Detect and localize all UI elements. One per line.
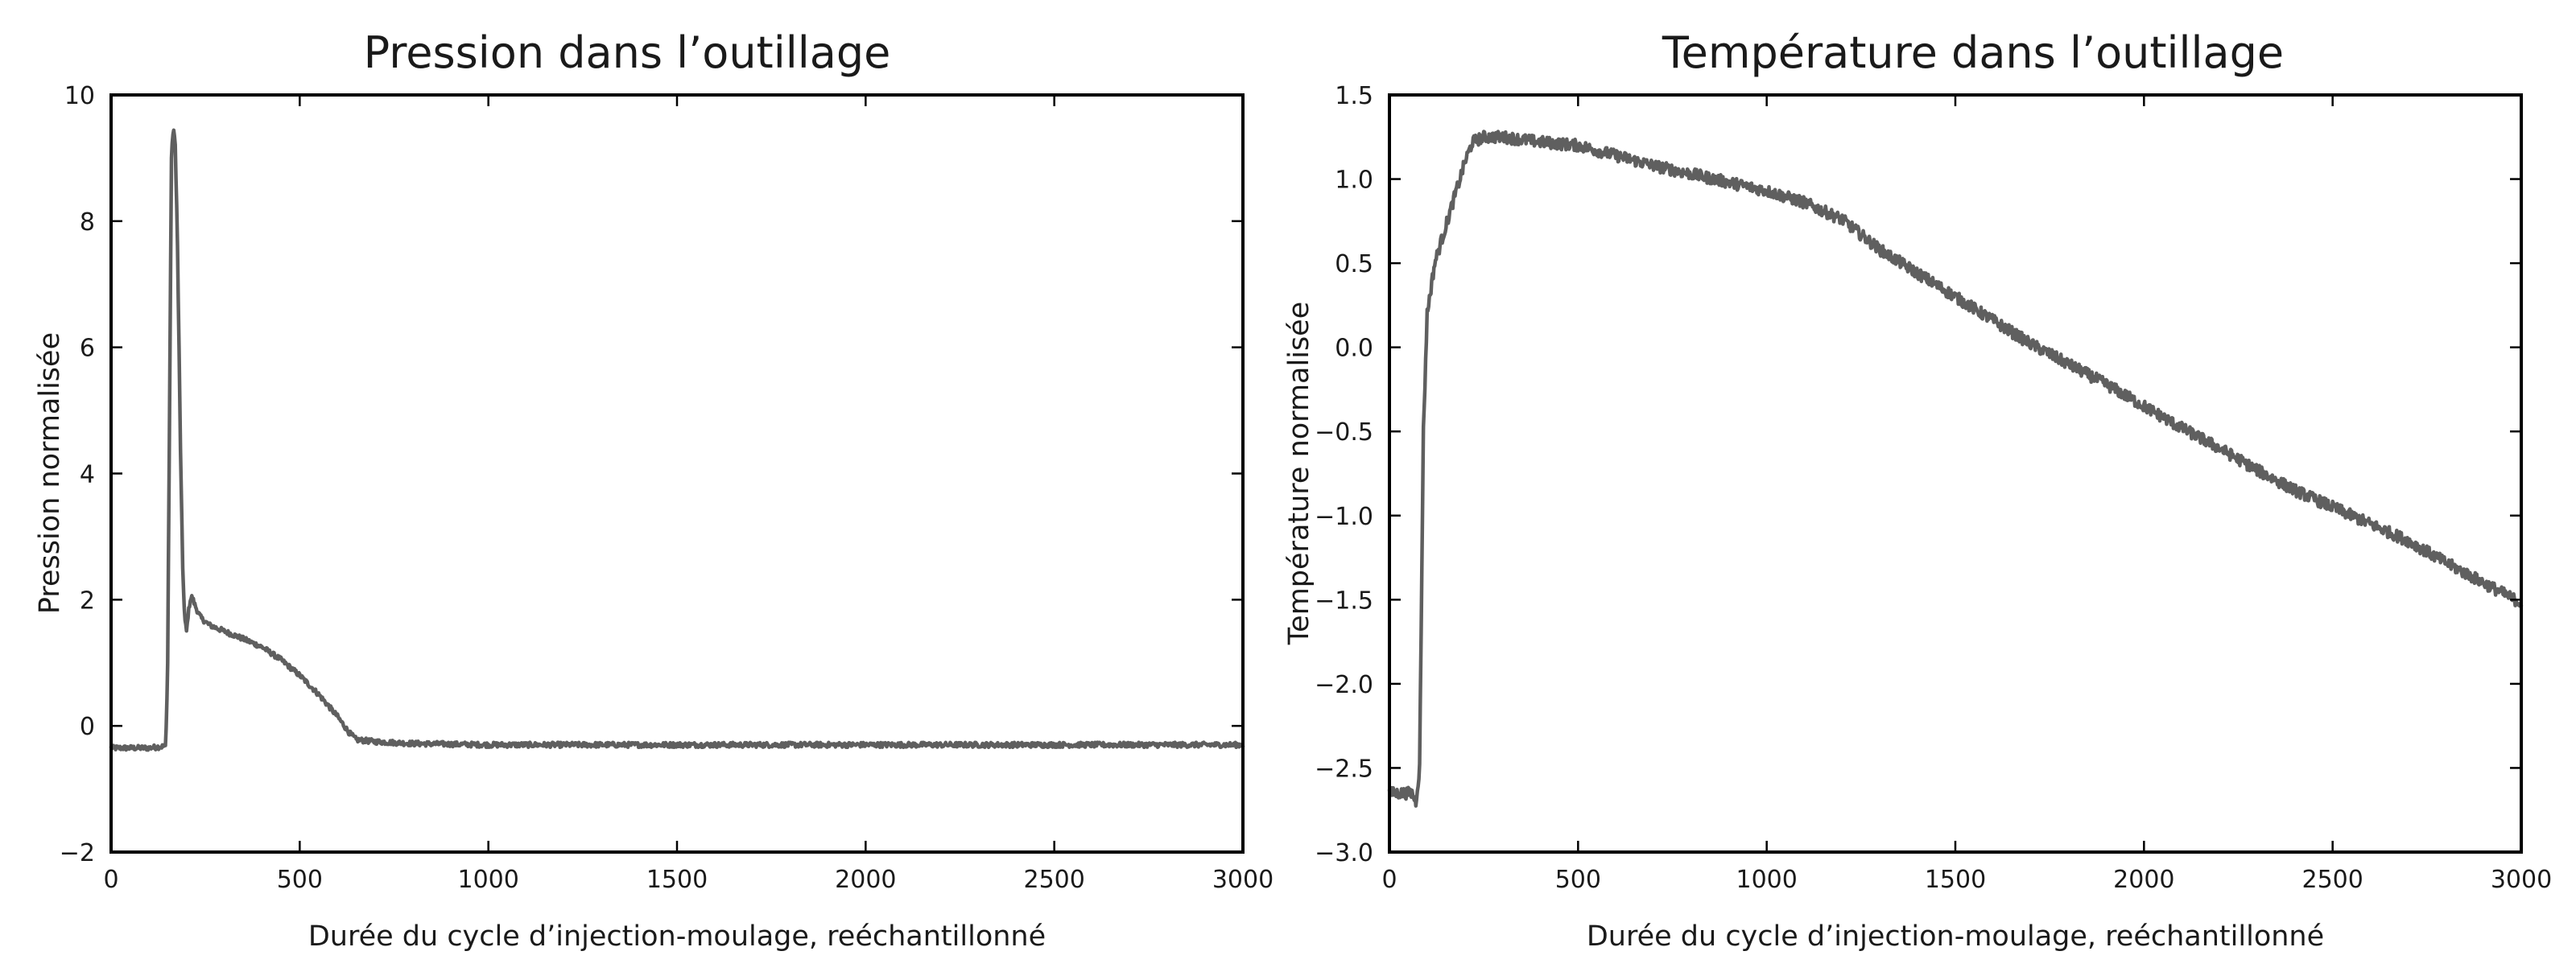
pressure-y-tick-label: 4 [80,461,95,489]
pressure-axes-frame [109,93,1245,854]
pressure-plot-area [109,128,1245,752]
temperature-y-tick-label: −0.5 [1315,418,1373,447]
pressure-x-tick-label: 1000 [457,866,518,894]
temperature-y-axis-label: Température normalisée [1283,302,1315,646]
temperature-x-tick-label: 0 [1381,866,1397,894]
temperature-y-tick-label: −2.0 [1315,671,1373,699]
temperature-y-tick-label: 1.0 [1335,167,1373,195]
temperature-x-tick-label: 2500 [2301,866,2363,894]
pressure-y-tick-label: 2 [80,587,95,615]
temperature-axes-frame [1388,93,2523,854]
pressure-x-tick-label: 2000 [835,866,896,894]
pressure-chart: Pression dans l’outillage Durée du cycle… [34,27,1274,953]
temperature-x-tick-label: 1000 [1736,866,1797,894]
pressure-x-tick-label: 0 [103,866,118,894]
pressure-x-tick-label: 2500 [1023,866,1084,894]
pressure-y-tick-label: 6 [80,335,95,363]
temperature-y-tick-label: −2.5 [1315,755,1373,783]
temperature-y-tick-label: −1.0 [1315,503,1373,531]
temperature-x-tick-label: 3000 [2491,866,2552,894]
temperature-y-tick-label: −1.5 [1315,587,1373,615]
pressure-chart-title: Pression dans l’outillage [364,27,891,78]
temperature-chart-title: Température dans l’outillage [1662,27,2284,78]
temperature-y-tick-label: 0.5 [1335,250,1373,278]
pressure-series-line [109,128,1245,752]
temperature-y-tick-label: −3.0 [1315,839,1373,867]
pressure-y-axis-label: Pression normalisée [34,332,66,614]
pressure-y-tick-label: 8 [80,208,95,237]
temperature-plot-area [1387,130,2524,808]
pressure-x-tick-label: 1500 [646,866,708,894]
temperature-series-line [1387,130,2524,808]
pressure-y-tick-label: 0 [80,713,95,741]
pressure-x-axis-label: Durée du cycle d’injection-moulage, reéc… [308,920,1046,953]
temperature-y-tick-label: 0.0 [1335,335,1373,363]
pressure-x-tick-label: 500 [277,866,323,894]
pressure-x-tick-label: 3000 [1212,866,1274,894]
temperature-x-axis-label: Durée du cycle d’injection-moulage, reéc… [1587,920,2324,953]
pressure-y-tick-label: −2 [60,839,95,867]
temperature-x-tick-label: 1500 [1925,866,1986,894]
pressure-y-tick-label: 10 [64,82,95,110]
temperature-y-tick-label: 1.5 [1335,82,1373,110]
temperature-x-tick-label: 500 [1555,866,1601,894]
temperature-x-tick-label: 2000 [2113,866,2174,894]
temperature-chart: Température dans l’outillage Durée du cy… [1283,27,2552,953]
